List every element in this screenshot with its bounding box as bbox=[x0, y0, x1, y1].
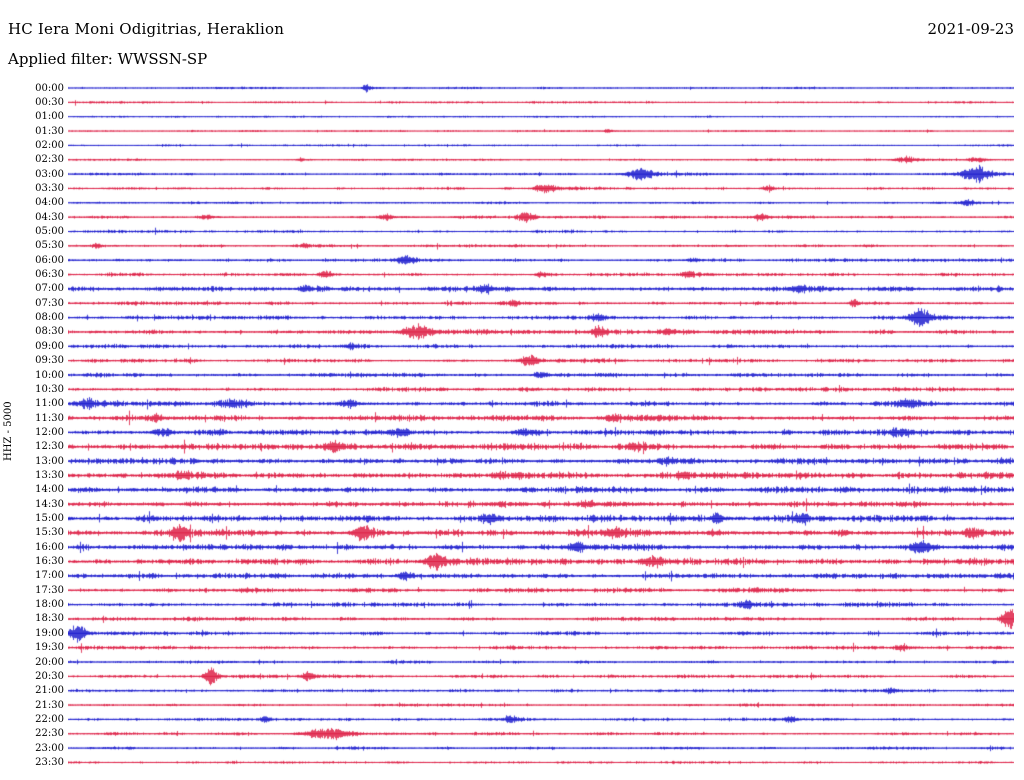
row-time-label: 20:30 bbox=[35, 670, 64, 682]
row-time-label: 06:30 bbox=[35, 269, 64, 281]
row-time-label: 15:00 bbox=[35, 513, 64, 524]
row-time-label: 05:00 bbox=[35, 226, 64, 237]
row-time-label: 12:30 bbox=[35, 441, 64, 453]
date-label: 2021-09-23 bbox=[927, 20, 1014, 38]
row-time-label: 08:00 bbox=[35, 312, 64, 324]
row-time-label: 18:30 bbox=[35, 613, 64, 625]
row-time-label: 02:00 bbox=[35, 139, 64, 151]
row-time-label: 11:30 bbox=[35, 412, 64, 424]
row-time-label: 01:00 bbox=[35, 111, 64, 123]
row-time-label: 10:30 bbox=[35, 383, 64, 395]
row-time-label: 02:30 bbox=[35, 154, 64, 166]
row-time-label: 06:00 bbox=[35, 254, 64, 266]
row-time-label: 00:30 bbox=[35, 96, 64, 108]
time-axis: 00:00 00:30 01:00 01:30 02:00 02:30 03:00 03:30… bbox=[0, 0, 66, 780]
row-time-label: 21:00 bbox=[35, 685, 64, 697]
row-time-label: 22:30 bbox=[35, 728, 64, 740]
applied-filter-label: Applied filter: WWSSN-SP bbox=[8, 50, 208, 68]
row-time-label: 05:30 bbox=[35, 240, 64, 252]
row-time-label: 19:30 bbox=[35, 642, 64, 654]
row-time-label: 00:00 bbox=[35, 82, 64, 94]
row-time-label: 09:00 bbox=[35, 340, 64, 352]
station-title: HC Iera Moni Odigitrias, Heraklion bbox=[8, 20, 285, 38]
row-time-label: 03:00 bbox=[35, 168, 64, 180]
row-time-label: 16:00 bbox=[35, 541, 64, 553]
row-time-label: 08:30 bbox=[35, 326, 64, 338]
row-time-label: 19:00 bbox=[35, 627, 64, 639]
row-time-label: 23:00 bbox=[35, 742, 64, 754]
row-time-label: 23:30 bbox=[35, 756, 64, 768]
row-time-label: 18:00 bbox=[35, 599, 64, 611]
row-time-label: 17:00 bbox=[35, 570, 64, 582]
row-time-label: 14:30 bbox=[35, 498, 64, 510]
row-time-label: 10:00 bbox=[35, 369, 64, 381]
row-time-label: 11:00 bbox=[35, 398, 64, 410]
row-time-label: 21:30 bbox=[35, 699, 64, 711]
row-time-label: 04:00 bbox=[35, 197, 64, 209]
row-time-label: 07:30 bbox=[35, 297, 64, 309]
row-time-label: 22:00 bbox=[35, 713, 64, 725]
row-time-label: 17:30 bbox=[35, 584, 64, 596]
row-time-label: 13:00 bbox=[35, 455, 64, 467]
row-time-label: 16:30 bbox=[35, 556, 64, 568]
row-time-label: 14:00 bbox=[35, 484, 64, 496]
row-time-label: 13:30 bbox=[35, 469, 64, 481]
row-time-label: 15:30 bbox=[35, 527, 64, 539]
row-time-label: 09:30 bbox=[35, 355, 64, 367]
row-time-label: 04:30 bbox=[35, 211, 64, 223]
row-time-label: 07:00 bbox=[35, 283, 64, 295]
row-time-label: 20:00 bbox=[35, 656, 64, 668]
row-time-label: 03:30 bbox=[35, 182, 64, 194]
seismogram-canvas bbox=[68, 81, 1014, 771]
row-time-label: 01:30 bbox=[35, 125, 64, 137]
row-time-label: 12:00 bbox=[35, 426, 64, 438]
